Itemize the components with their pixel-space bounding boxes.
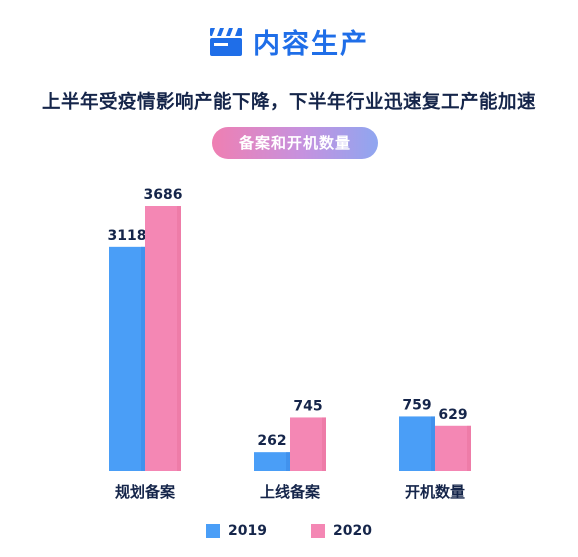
data-label-2019-1: 262 — [257, 433, 286, 449]
bar-edge-2020-0 — [177, 206, 181, 471]
legend-label-2019: 2019 — [228, 523, 267, 539]
x-tick-label-0: 规划备案 — [115, 483, 176, 501]
x-tick-label-2: 开机数量 — [405, 483, 465, 501]
bar-2019-2 — [399, 416, 435, 471]
data-label-2020-0: 3686 — [144, 187, 183, 203]
legend-item-2019: 2019 — [206, 523, 267, 539]
bar-chart: 3118 3686 规划备案 262 745 上线备案 759 629 开机数量 — [108, 187, 471, 501]
x-tick-label-1: 上线备案 — [260, 483, 321, 501]
legend-label-2020: 2020 — [333, 523, 372, 539]
page-title: 内容生产 — [253, 29, 369, 60]
chart-legend: 2019 2020 — [0, 523, 578, 539]
data-label-2020-2: 629 — [438, 407, 467, 423]
data-label-2019-0: 3118 — [108, 228, 147, 244]
bar-edge-2019-1 — [286, 452, 290, 471]
bar-edge-2020-1 — [322, 417, 326, 471]
bar-2019-0 — [109, 246, 145, 471]
clapperboard-icon — [210, 27, 242, 56]
bar-edge-2020-2 — [467, 425, 471, 471]
bar-edge-2019-0 — [141, 246, 145, 471]
legend-swatch-2019 — [206, 524, 221, 538]
chart-subtitle: 上半年受疫情影响产能下降，下半年行业迅速复工产能加速 — [41, 92, 536, 113]
header: 内容生产 — [0, 22, 578, 61]
bar-edge-2019-2 — [431, 416, 435, 471]
data-label-2020-1: 745 — [293, 398, 322, 414]
bar-2020-1 — [290, 417, 326, 471]
bar-2020-0 — [145, 206, 181, 471]
legend-item-2020: 2020 — [311, 523, 372, 539]
bar-2020-2 — [435, 425, 471, 471]
legend-swatch-2020 — [311, 524, 325, 538]
bar-2019-1 — [254, 452, 290, 471]
chart-title-pill: 备案和开机数量 — [212, 127, 378, 159]
data-label-2019-2: 759 — [402, 397, 431, 413]
